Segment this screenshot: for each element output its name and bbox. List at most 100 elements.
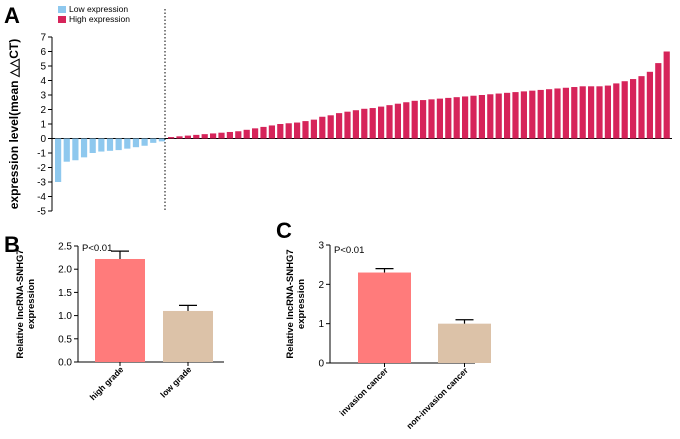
bar-non-invasion-cancer xyxy=(438,323,491,363)
y-tick-label: 2 xyxy=(40,105,46,116)
bar-high-expression xyxy=(168,137,175,139)
bar-high-expression xyxy=(504,92,511,139)
bar-high-expression xyxy=(294,122,301,139)
bar-high-grade xyxy=(95,258,145,362)
y-tick-label: -3 xyxy=(37,178,46,189)
bar-high-expression xyxy=(613,83,620,139)
bar-high-expression xyxy=(520,91,527,139)
y-tick-label: 4 xyxy=(40,76,46,87)
bar-low-expression xyxy=(63,138,70,162)
bar-high-expression xyxy=(352,110,359,139)
bar-high-expression xyxy=(336,113,343,139)
bar-low-expression xyxy=(124,138,131,149)
y-tick-label: 1.5 xyxy=(58,288,72,299)
bar-high-expression xyxy=(361,108,368,139)
x-category-label: high grade xyxy=(88,364,126,402)
bar-high-expression xyxy=(529,90,536,139)
bar-low-expression xyxy=(158,138,165,142)
y-axis-title-line-2: expression xyxy=(26,279,37,329)
bar-high-expression xyxy=(193,134,200,139)
legend-label-low: Low expression xyxy=(69,4,128,14)
bar-high-expression xyxy=(571,87,578,139)
bar-high-expression xyxy=(630,79,637,139)
bar-high-expression xyxy=(319,116,326,139)
legend-label-high: High expression xyxy=(69,14,130,24)
y-tick-label: 6 xyxy=(40,47,46,58)
bar-high-expression xyxy=(663,51,670,139)
y-axis-title-line-2: expression xyxy=(296,279,307,329)
bar-high-expression xyxy=(344,111,351,139)
y-tick-label: -1 xyxy=(37,149,46,160)
legend-swatch-high xyxy=(58,16,66,23)
bar-low-expression xyxy=(72,138,79,161)
bar-high-expression xyxy=(176,136,183,139)
bar-high-expression xyxy=(411,100,418,139)
bar-high-expression xyxy=(218,132,225,139)
panel-label-a: A xyxy=(4,3,20,28)
p-value-annotation: P<0.01 xyxy=(334,245,364,256)
y-tick-label: 3 xyxy=(318,241,324,252)
bar-high-expression xyxy=(252,128,259,139)
bar-high-expression xyxy=(378,106,385,139)
p-value-annotation: P<0.01 xyxy=(82,243,112,254)
bar-high-expression xyxy=(546,89,553,139)
bar-high-expression xyxy=(302,121,309,139)
bar-high-expression xyxy=(487,94,494,139)
bar-high-expression xyxy=(588,86,595,139)
bar-invasion-cancer xyxy=(358,272,411,363)
bar-high-expression xyxy=(436,98,443,139)
y-tick-label: 2.5 xyxy=(58,242,72,253)
bar-high-expression xyxy=(537,89,544,139)
y-tick-label: 2 xyxy=(318,280,324,291)
bar-low-expression xyxy=(55,138,62,182)
y-tick-label: 3 xyxy=(40,91,46,102)
bar-low-expression xyxy=(89,138,96,153)
bar-high-expression xyxy=(369,108,376,139)
y-tick-label: 0.5 xyxy=(58,334,72,345)
bar-high-expression xyxy=(638,76,645,139)
y-tick-label: -4 xyxy=(37,192,46,203)
bar-high-expression xyxy=(420,100,427,139)
bar-high-expression xyxy=(621,81,628,139)
y-tick-label: 1.0 xyxy=(58,311,72,322)
bar-high-expression xyxy=(184,135,191,139)
bar-high-expression xyxy=(394,103,401,139)
bar-high-expression xyxy=(243,129,250,139)
bar-high-expression xyxy=(554,88,561,139)
bar-low-expression xyxy=(115,138,122,151)
y-tick-label: -5 xyxy=(37,207,46,218)
x-category-label: invasion cancer xyxy=(337,365,390,418)
bar-low-expression xyxy=(141,138,148,146)
bar-high-expression xyxy=(210,133,217,139)
panel-label-c: C xyxy=(276,218,292,243)
bar-low-expression xyxy=(80,138,88,158)
bar-low-expression xyxy=(150,138,157,143)
bar-high-expression xyxy=(260,126,267,139)
bar-high-expression xyxy=(478,95,485,139)
y-tick-label: 0.0 xyxy=(58,358,72,369)
panel-c-chart: 0 1 2 3 Relative lncRNA-SNHG7 expression P<0.0… xyxy=(285,241,491,431)
bar-high-expression xyxy=(277,124,284,139)
bar-high-expression xyxy=(596,86,603,139)
bar-low-grade xyxy=(163,310,213,362)
bar-high-expression xyxy=(562,87,569,139)
bar-low-expression xyxy=(98,138,105,152)
bar-high-expression xyxy=(403,102,410,139)
y-tick-label: 0 xyxy=(40,134,46,145)
bar-high-expression xyxy=(386,105,393,139)
bar-high-expression xyxy=(462,96,469,139)
bar-high-expression xyxy=(512,92,519,139)
panel-b-chart: 0.0 0.5 1.0 1.5 2.0 2.5 Relative lncRNA-SNHG7 e… xyxy=(15,242,224,402)
bar-high-expression xyxy=(268,125,275,139)
bar-high-expression xyxy=(655,63,662,139)
bar-high-expression xyxy=(453,97,460,139)
y-axis-title: expression level(mean △△CT) xyxy=(7,39,21,210)
x-category-label: low grade xyxy=(158,364,193,399)
y-tick-label: 5 xyxy=(40,62,46,73)
bar-high-expression xyxy=(201,134,208,139)
bar-high-expression xyxy=(445,97,452,139)
bar-high-expression xyxy=(604,85,611,139)
y-tick-label: 1 xyxy=(318,319,324,330)
panel-label-b: B xyxy=(4,232,20,257)
y-tick-label: 1 xyxy=(40,120,46,131)
